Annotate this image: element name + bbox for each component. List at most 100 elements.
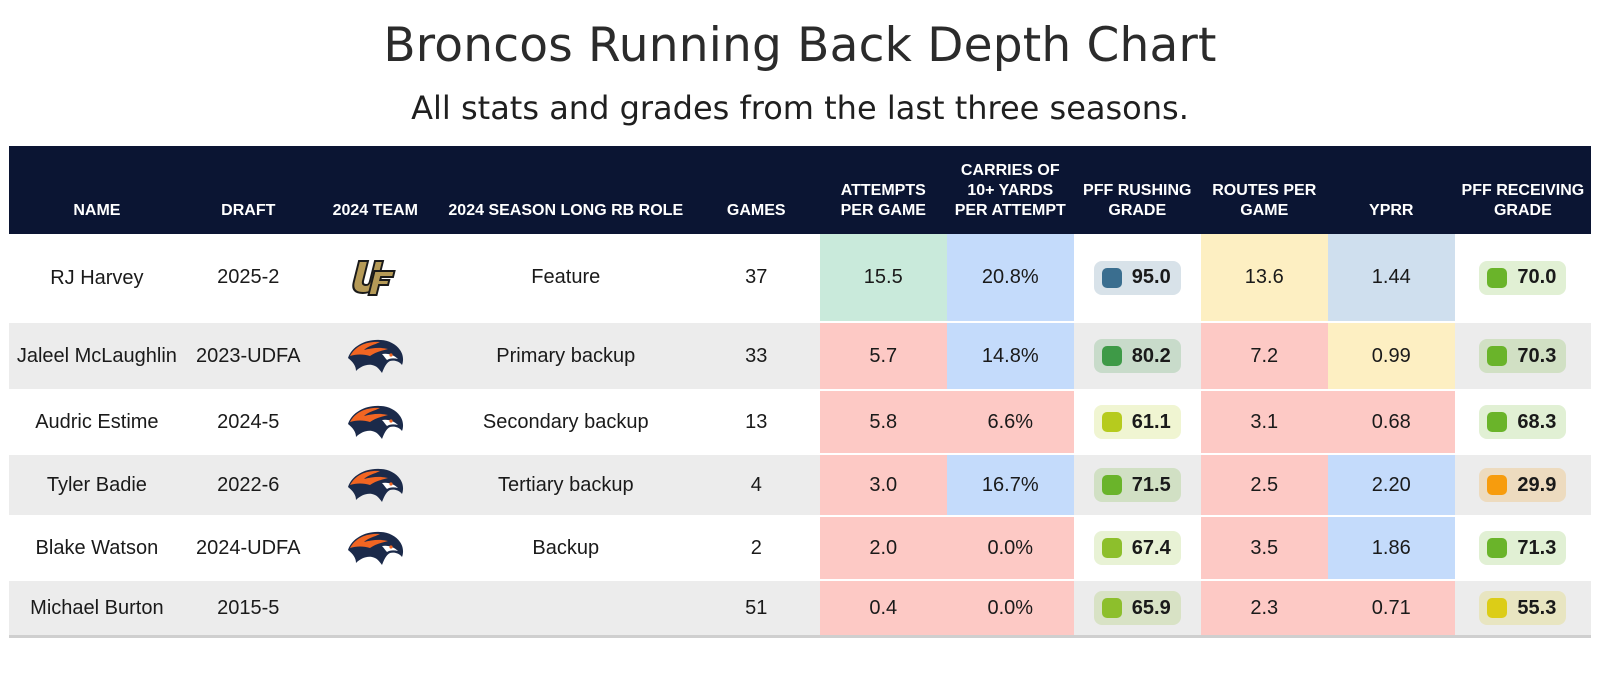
draft-value: 2022-6 <box>217 473 280 496</box>
col-header-rec-grade: PFF RECEIVING GRADE <box>1454 146 1591 234</box>
grade-swatch-icon <box>1487 346 1508 366</box>
cell-rec-grade: 71.3 <box>1454 517 1591 581</box>
receiving-grade-value: 70.0 <box>1517 266 1557 288</box>
yprr-value: 0.99 <box>1371 344 1411 367</box>
cell-team <box>311 517 439 581</box>
cell-yprr: 0.68 <box>1327 391 1455 455</box>
cell-rec-grade: 70.3 <box>1454 323 1591 391</box>
player-name: Tyler Badie <box>46 474 147 496</box>
cell-team <box>311 234 439 323</box>
table-row: Blake Watson 2024-UDFA Backup 2 2.0 0.0% 67.4 3… <box>9 517 1591 581</box>
role-value: Primary backup <box>496 344 636 367</box>
rushing-grade-value: 61.1 <box>1131 410 1171 433</box>
cell-rec-grade: 70.0 <box>1454 234 1591 323</box>
player-name: Audric Estime <box>35 411 159 433</box>
games-value: 4 <box>750 473 762 496</box>
rushing-grade-badge: 61.1 <box>1093 405 1181 439</box>
cell-attempts: 15.5 <box>819 234 947 323</box>
receiving-grade-value: 55.3 <box>1517 596 1557 619</box>
cell-carries10: 0.0% <box>946 517 1074 581</box>
cell-carries10: 0.0% <box>946 581 1074 638</box>
cell-team <box>311 323 439 391</box>
cell-yprr: 1.44 <box>1327 234 1455 323</box>
cell-name: Audric Estime <box>9 391 185 455</box>
rushing-grade-badge: 71.5 <box>1093 468 1181 502</box>
grade-swatch-icon <box>1487 412 1508 432</box>
receiving-grade-value: 70.3 <box>1517 344 1557 367</box>
rushing-grade-value: 67.4 <box>1131 536 1171 559</box>
player-name: Jaleel McLaughlin <box>16 345 177 367</box>
attempts-value: 5.7 <box>869 344 898 367</box>
cell-routes: 3.1 <box>1200 391 1328 455</box>
cell-rec-grade: 55.3 <box>1454 581 1591 638</box>
cell-role: Feature <box>438 234 693 323</box>
receiving-grade-badge: 55.3 <box>1479 591 1567 625</box>
receiving-grade-badge: 70.3 <box>1479 339 1567 373</box>
routes-value: 13.6 <box>1244 266 1284 288</box>
routes-value: 7.2 <box>1250 344 1279 367</box>
grade-swatch-icon <box>1101 346 1122 366</box>
routes-value: 3.5 <box>1250 536 1279 559</box>
cell-routes: 2.5 <box>1200 455 1328 517</box>
cell-yprr: 0.99 <box>1327 323 1455 391</box>
draft-value: 2023-UDFA <box>196 344 301 367</box>
table-row: Audric Estime 2024-5 Secondary backup 13 5.8… <box>9 391 1591 455</box>
player-name: Michael Burton <box>30 597 164 619</box>
cell-name: RJ Harvey <box>9 234 185 323</box>
cell-role: Backup <box>438 517 693 581</box>
cell-carries10: 14.8% <box>946 323 1074 391</box>
col-header-routes: ROUTES PER GAME <box>1200 146 1328 234</box>
role-value: Backup <box>532 536 600 559</box>
col-header-yprr: YPRR <box>1327 146 1455 234</box>
cell-yprr: 2.20 <box>1327 455 1455 517</box>
cell-draft: 2015-5 <box>184 581 312 638</box>
table-row: Tyler Badie 2022-6 Tertiary backup 4 3.0 16.7… <box>9 455 1591 517</box>
carries10-value: 16.7% <box>981 473 1039 496</box>
cell-attempts: 5.7 <box>819 323 947 391</box>
table-row: Michael Burton 2015-5 51 0.4 0.0% 65.9 2.3 0.71… <box>9 581 1591 638</box>
player-name: RJ Harvey <box>50 266 144 289</box>
attempts-value: 15.5 <box>863 266 903 288</box>
table-row: RJ Harvey 2025-2 Feature 37 15.5 20.8% 95.0 13.… <box>9 234 1591 323</box>
yprr-value: 1.86 <box>1371 536 1411 559</box>
receiving-grade-badge: 29.9 <box>1479 468 1567 502</box>
cell-attempts: 5.8 <box>819 391 947 455</box>
carries10-value: 6.6% <box>987 410 1034 433</box>
col-header-carries10: CARRIES OF 10+ YARDS PER ATTEMPT <box>946 146 1074 234</box>
cell-games: 51 <box>692 581 820 638</box>
cell-rush-grade: 61.1 <box>1073 391 1201 455</box>
cell-attempts: 0.4 <box>819 581 947 638</box>
yprr-value: 2.20 <box>1371 473 1411 496</box>
draft-value: 2025-2 <box>217 266 280 288</box>
rushing-grade-value: 65.9 <box>1131 596 1171 619</box>
cell-routes: 2.3 <box>1200 581 1328 638</box>
cell-games: 33 <box>692 323 820 391</box>
attempts-value: 5.8 <box>869 410 898 433</box>
cell-rush-grade: 80.2 <box>1073 323 1201 391</box>
cell-name: Tyler Badie <box>9 455 185 517</box>
col-header-rush-grade: PFF RUSHING GRADE <box>1073 146 1201 234</box>
cell-attempts: 3.0 <box>819 455 947 517</box>
cell-role <box>438 581 693 638</box>
receiving-grade-badge: 71.3 <box>1479 531 1567 565</box>
cell-rush-grade: 67.4 <box>1073 517 1201 581</box>
col-header-name: NAME <box>9 146 185 234</box>
cell-name: Jaleel McLaughlin <box>9 323 185 391</box>
page-subtitle: All stats and grades from the last three… <box>411 89 1189 127</box>
grade-swatch-icon <box>1101 538 1122 558</box>
yprr-value: 0.68 <box>1371 410 1411 433</box>
cell-games: 13 <box>692 391 820 455</box>
cell-role: Primary backup <box>438 323 693 391</box>
routes-value: 2.3 <box>1250 596 1279 619</box>
table-row: Jaleel McLaughlin 2023-UDFA Primary backup… <box>9 323 1591 391</box>
grade-swatch-icon <box>1487 267 1508 288</box>
grade-swatch-icon <box>1101 412 1122 432</box>
rushing-grade-value: 95.0 <box>1131 266 1171 288</box>
receiving-grade-value: 68.3 <box>1517 410 1557 433</box>
attempts-value: 3.0 <box>869 473 898 496</box>
cell-games: 4 <box>692 455 820 517</box>
col-header-role: 2024 SEASON LONG RB ROLE <box>438 146 693 234</box>
grade-swatch-icon <box>1101 267 1122 288</box>
col-header-attempts: ATTEMPTS PER GAME <box>819 146 947 234</box>
broncos-logo <box>312 336 439 376</box>
